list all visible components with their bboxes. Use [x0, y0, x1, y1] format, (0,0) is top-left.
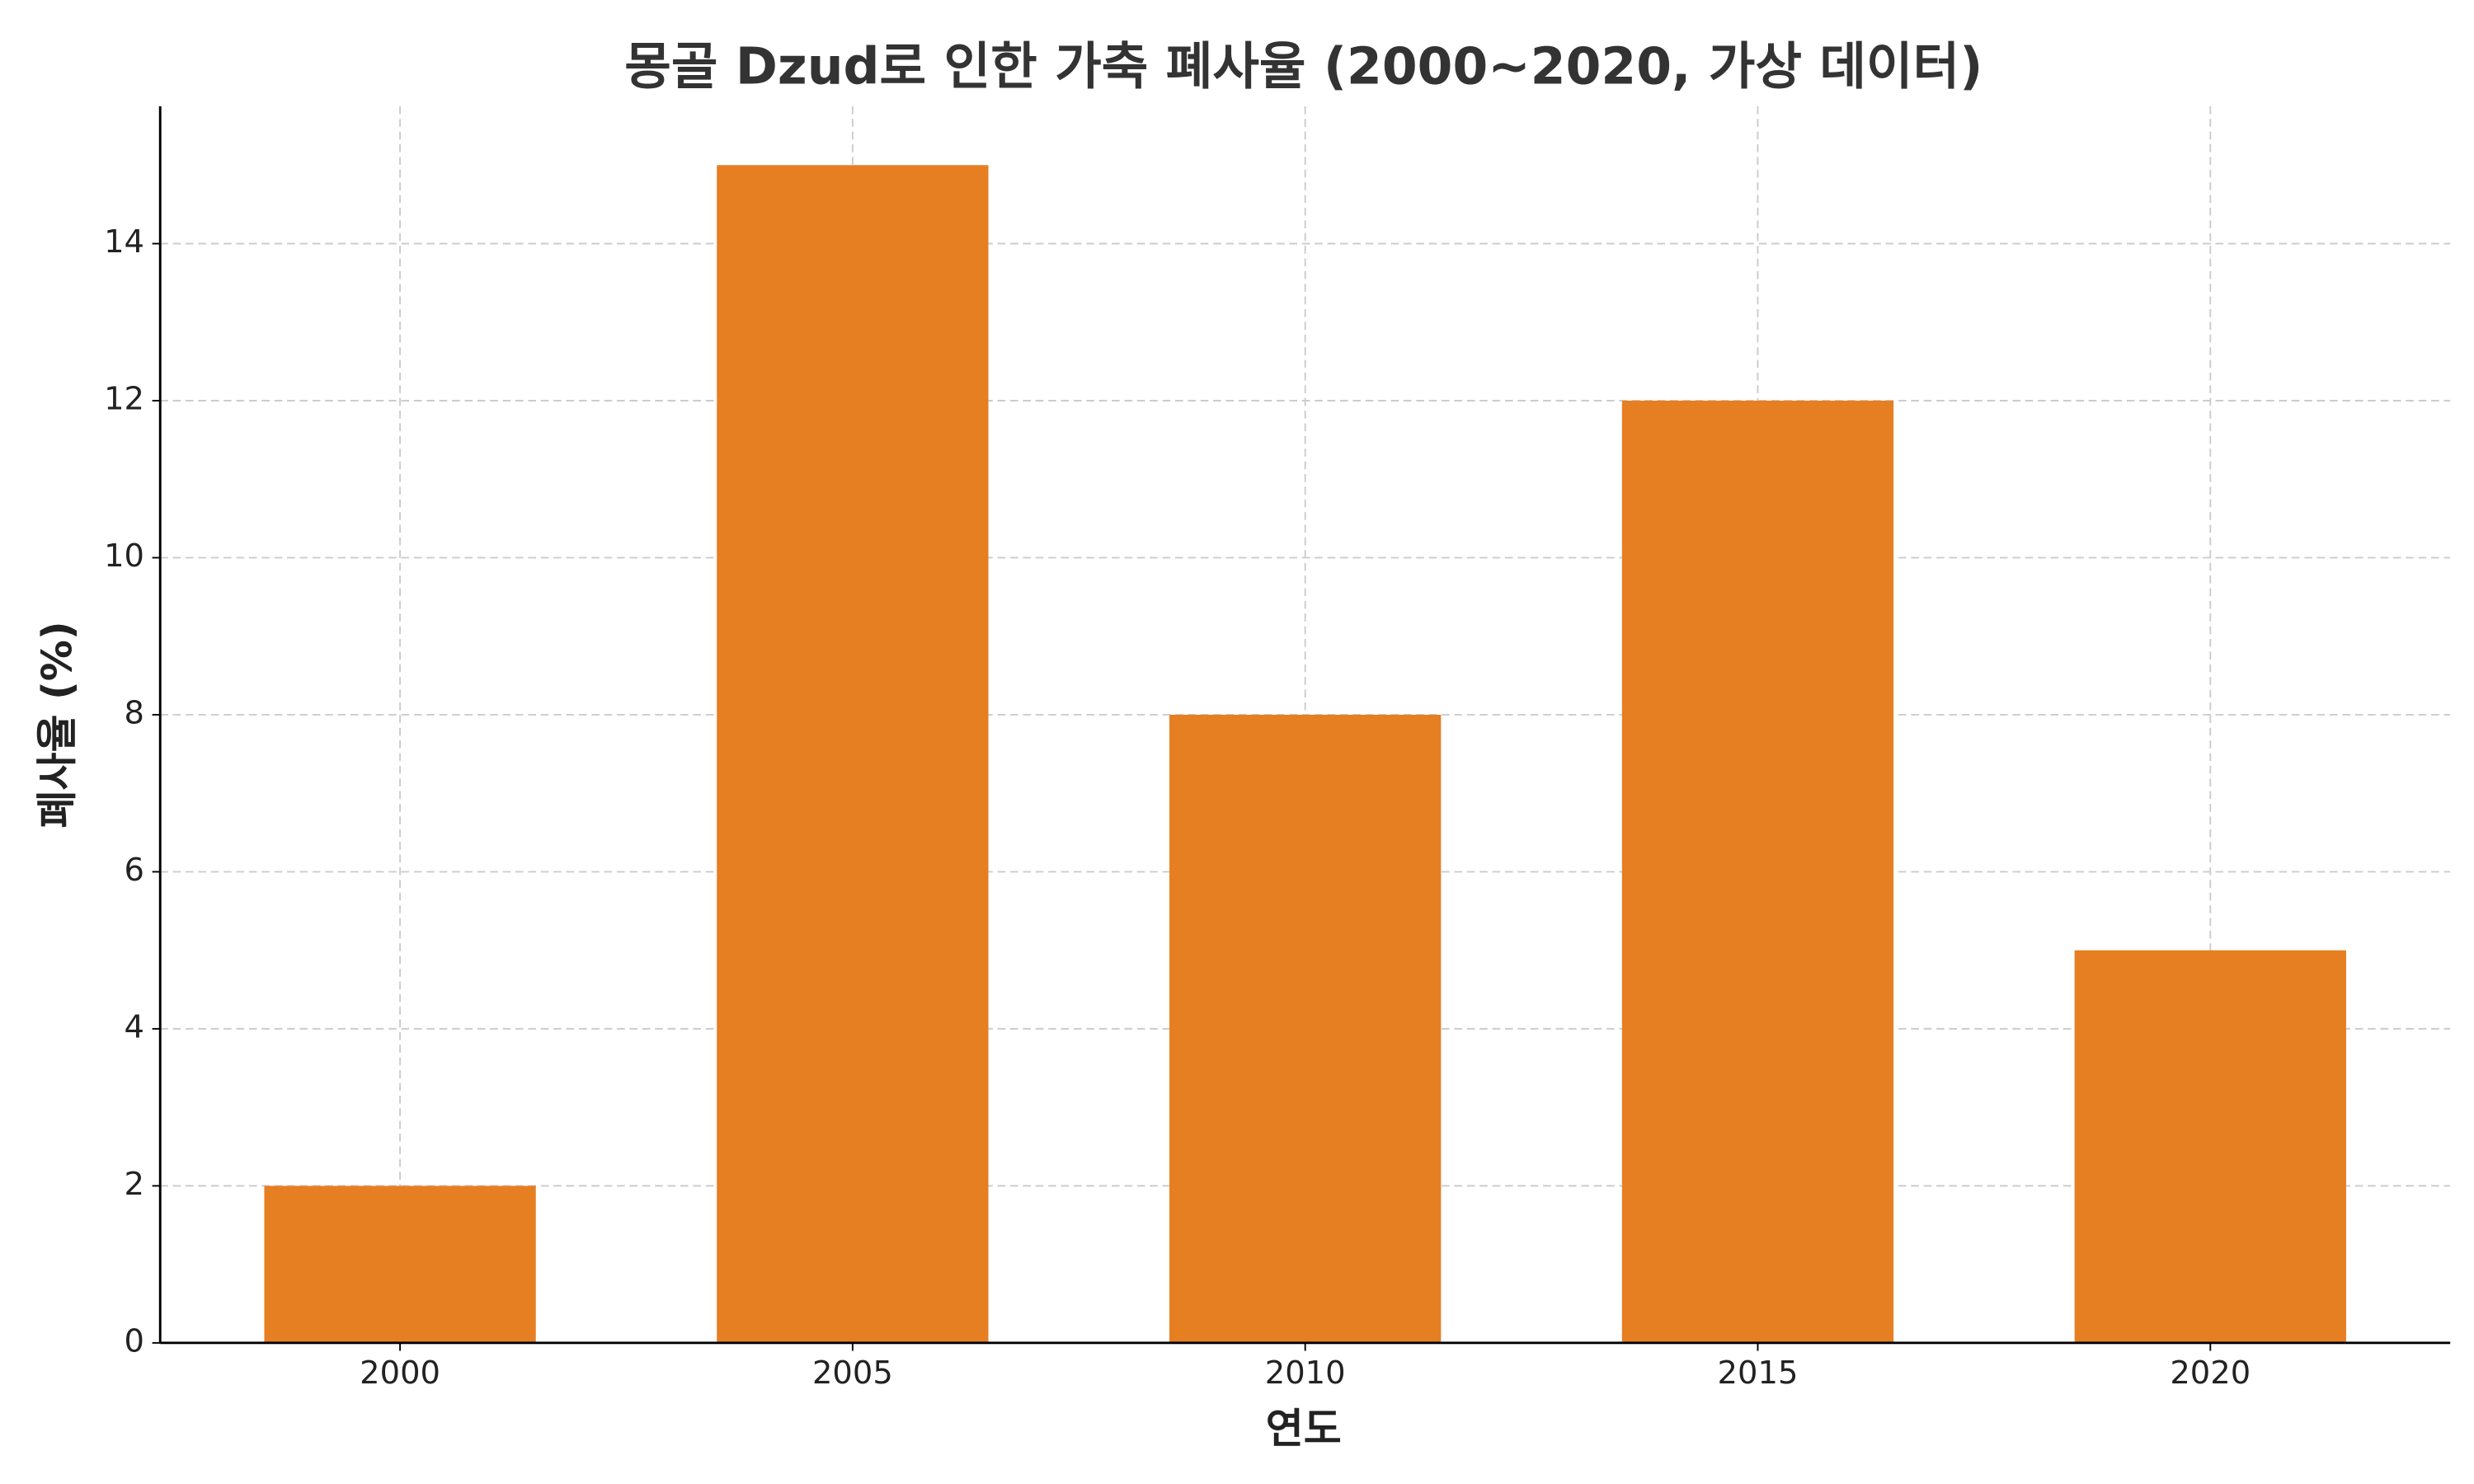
y-tick-label: 4	[125, 1008, 144, 1045]
y-tick-label: 12	[104, 380, 144, 417]
x-axis-label: 연도	[1266, 1405, 1342, 1453]
y-tick-label: 6	[125, 852, 144, 889]
bar	[1169, 714, 1442, 1343]
x-tick-label: 2005	[812, 1355, 893, 1392]
y-axis-label: 폐사율 (%)	[34, 621, 82, 828]
bar	[264, 1186, 536, 1343]
y-tick-label: 8	[125, 694, 144, 731]
y-tick-label: 14	[104, 223, 144, 261]
x-tick-label: 2010	[1265, 1355, 1346, 1392]
bar	[717, 165, 989, 1343]
y-tick-label: 10	[104, 538, 144, 575]
chart-title: 몽골 Dzud로 인한 가축 폐사율 (2000~2020, 가상 데이터)	[624, 37, 1982, 96]
x-tick-label: 2000	[360, 1355, 440, 1392]
bar	[2074, 950, 2346, 1343]
y-tick-label: 0	[125, 1322, 144, 1360]
x-tick-label: 2015	[1718, 1355, 1799, 1392]
x-tick-label: 2020	[2170, 1355, 2251, 1392]
y-tick-label: 2	[125, 1166, 144, 1203]
bar	[1621, 400, 1894, 1343]
